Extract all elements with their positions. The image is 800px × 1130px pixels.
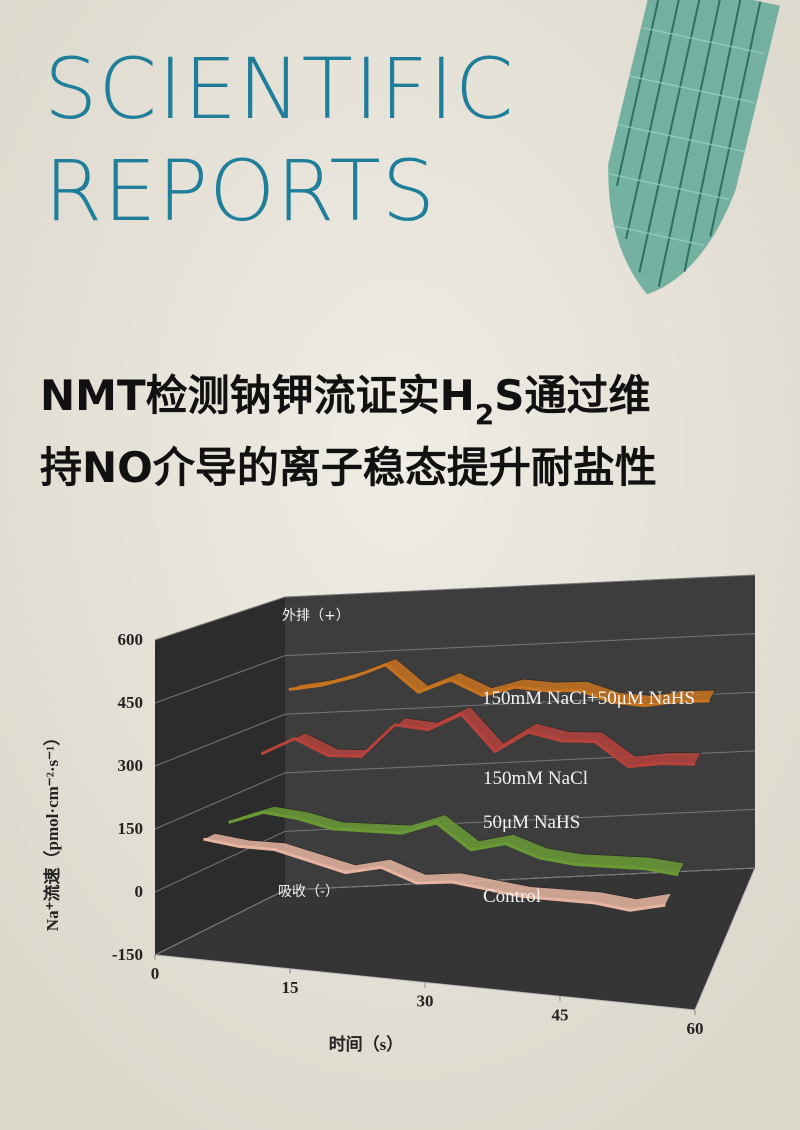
left-wall	[155, 597, 285, 955]
x-tick-label: 15	[282, 978, 299, 997]
series-label: 50μM NaHS	[483, 812, 580, 833]
headline-subscript: 2	[475, 398, 494, 431]
series-line	[288, 663, 710, 708]
series-label: 150mM NaCl+50μM NaHS	[482, 688, 695, 709]
grid-line	[154, 574, 756, 641]
y-tick-label: 150	[118, 819, 144, 838]
headline: NMT检测钠钾流证实H2S通过维	[40, 371, 650, 431]
x-tick-label: 0	[151, 964, 160, 983]
series-label: Control	[483, 886, 541, 907]
x-tick-label: 45	[552, 1005, 569, 1024]
x-tick-label: 30	[417, 992, 434, 1011]
series-line	[203, 837, 666, 912]
grid-line	[154, 867, 756, 956]
journal-name: REPORTS	[44, 142, 436, 240]
headline-part: NMT检测钠钾流证实H	[40, 371, 475, 420]
y-tick-label: 0	[135, 882, 144, 901]
y-tick-label: -150	[112, 945, 143, 964]
y-tick-label: 300	[118, 756, 144, 775]
series-line	[228, 810, 679, 877]
root-illustration	[608, 0, 780, 295]
chart	[153, 574, 756, 1015]
x-tick-label: 60	[687, 1019, 704, 1038]
annotation: 吸收（-）	[278, 884, 339, 900]
grid-line	[154, 750, 756, 830]
grid-line	[154, 808, 756, 893]
series-line	[260, 712, 696, 769]
back-wall	[285, 575, 755, 890]
journal-name: SCIENTIFIC	[44, 40, 514, 138]
grid-line	[154, 633, 756, 704]
x-axis-title: 时间（s）	[329, 1034, 404, 1054]
annotation: 外排（+）	[282, 608, 350, 624]
grid-line	[154, 691, 756, 767]
y-tick-label: 450	[118, 693, 144, 712]
headline: 持NO介导的离子稳态提升耐盐性	[40, 443, 657, 492]
y-tick-label: 600	[118, 630, 144, 649]
headline-part: S通过维	[494, 371, 650, 420]
y-axis-title: Na⁺流速（pmol·cm⁻²·s⁻¹）	[42, 729, 62, 931]
series-label: 150mM NaCl	[483, 768, 588, 789]
